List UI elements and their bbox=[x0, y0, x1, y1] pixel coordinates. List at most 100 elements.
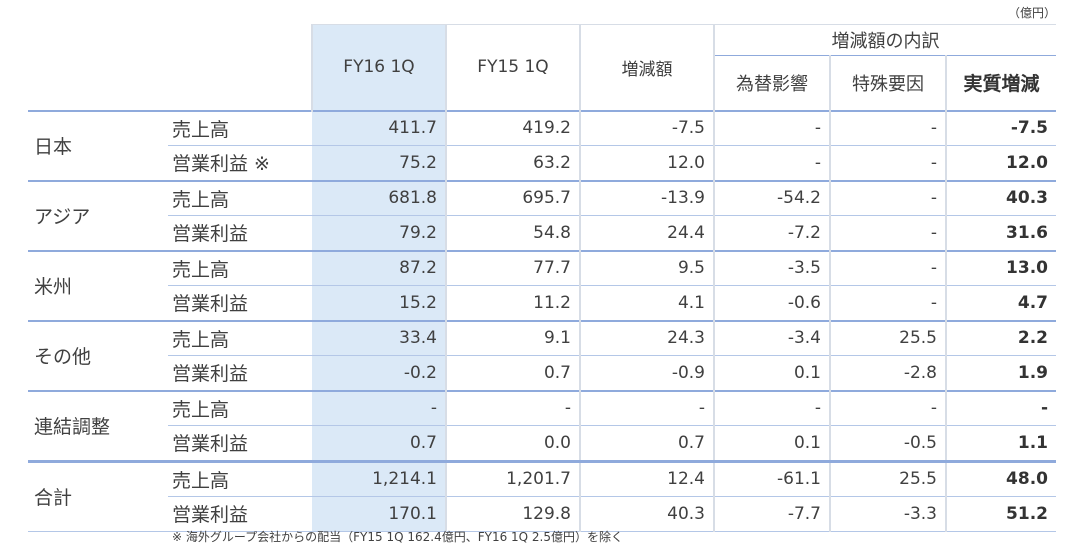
table-row: 営業利益 15.2 11.2 4.1 -0.6-4.7 bbox=[28, 285, 1056, 321]
row-item-label: 売上高 bbox=[168, 249, 312, 286]
cell-special: -0.5 bbox=[830, 425, 947, 462]
cell-special: - bbox=[830, 109, 947, 146]
footnote: ※ 海外グループ会社からの配当（FY15 1Q 162.4億円、FY16 1Q … bbox=[172, 530, 624, 544]
header-special: 特殊要因 bbox=[830, 55, 947, 111]
header-breakdown-group: 増減額の内訳 bbox=[714, 24, 1056, 56]
cell-fx: -54.2 bbox=[714, 179, 831, 216]
row-item-label: 売上高 bbox=[168, 459, 312, 497]
row-item-label: 売上高 bbox=[168, 389, 312, 426]
region-label: 米州 bbox=[28, 249, 168, 321]
header-change: 増減額 bbox=[580, 24, 715, 111]
header-fy15: FY15 1Q bbox=[446, 24, 581, 111]
table-row: アジア 売上高 681.8 695.7 -13.9 -54.2-40.3 bbox=[28, 179, 1056, 251]
region-label: 合計 bbox=[28, 459, 168, 532]
cell-special: 25.5 bbox=[830, 319, 947, 356]
region-label: その他 bbox=[28, 319, 168, 391]
cell-special: - bbox=[830, 249, 947, 286]
cell-real: - bbox=[946, 389, 1056, 426]
cell-fy15: 0.0 bbox=[446, 425, 581, 462]
header-fy16: FY16 1Q bbox=[312, 24, 447, 111]
cell-special: - bbox=[830, 145, 947, 181]
cell-fy16: 75.2 bbox=[312, 145, 447, 181]
cell-fy16: 0.7 bbox=[312, 425, 447, 462]
table-row: 営業利益 ※ 75.2 63.2 12.0- -12.0 bbox=[28, 145, 1056, 181]
cell-special: 25.5 bbox=[830, 459, 947, 497]
cell-fx: -7.2 bbox=[714, 215, 831, 251]
cell-fy15: 54.8 bbox=[446, 215, 581, 251]
cell-fy16: 1,214.1 bbox=[312, 459, 447, 497]
unit-label: （億円） bbox=[1007, 6, 1056, 20]
cell-fy15: 695.7 bbox=[446, 179, 581, 216]
cell-fy15: 9.1 bbox=[446, 319, 581, 356]
cell-fx: -61.1 bbox=[714, 459, 831, 497]
cell-fy16: 170.1 bbox=[312, 496, 447, 532]
cell-special: -2.8 bbox=[830, 355, 947, 391]
segment-results-table: FY16 1Q FY15 1Q 増減額 増減額の内訳 為替影響 特殊要因 実質増… bbox=[28, 24, 1056, 532]
cell-fx: -3.5 bbox=[714, 249, 831, 286]
table-row: 連結調整 売上高 - - - - - - bbox=[28, 389, 1056, 462]
cell-change: 24.3 bbox=[580, 319, 715, 356]
table-row: 営業利益 79.2 54.8 24.4 -7.2-31.6 bbox=[28, 215, 1056, 251]
cell-real: 48.0 bbox=[946, 459, 1056, 497]
cell-fx: - bbox=[714, 389, 831, 426]
row-item-label: 営業利益 bbox=[168, 285, 312, 321]
cell-fy16: 87.2 bbox=[312, 249, 447, 286]
cell-change: 0.7 bbox=[580, 425, 715, 462]
cell-fy16: 411.7 bbox=[312, 109, 447, 146]
cell-fy15: 129.8 bbox=[446, 496, 581, 532]
table-row: 営業利益 -0.2 0.7 -0.9 0.1 -2.8 1.9 bbox=[28, 355, 1056, 391]
cell-real: 31.6 bbox=[946, 215, 1056, 251]
cell-special: -3.3 bbox=[830, 496, 947, 532]
table-row: その他 売上高 33.4 9.1 24.3 -3.4 25.5 2.2 bbox=[28, 319, 1056, 391]
table-row: 合計 売上高 1,214.1 1,201.7 12.4 -61.1 25.5 48.0 bbox=[28, 459, 1056, 532]
cell-fy16: - bbox=[312, 389, 447, 426]
header-fx: 為替影響 bbox=[714, 55, 831, 111]
row-item-label: 営業利益 bbox=[168, 215, 312, 251]
cell-real: 12.0 bbox=[946, 145, 1056, 181]
cell-fy15: 63.2 bbox=[446, 145, 581, 181]
cell-fy15: - bbox=[446, 389, 581, 426]
region-label: アジア bbox=[28, 179, 168, 251]
cell-special: - bbox=[830, 389, 947, 426]
cell-change: -0.9 bbox=[580, 355, 715, 391]
cell-fy16: 79.2 bbox=[312, 215, 447, 251]
cell-special: - bbox=[830, 179, 947, 216]
cell-special: - bbox=[830, 215, 947, 251]
table-row: 営業利益 170.1 129.8 40.3 -7.7 -3.3 51.2 bbox=[28, 496, 1056, 532]
row-item-label: 売上高 bbox=[168, 109, 312, 146]
region-label: 連結調整 bbox=[28, 389, 168, 462]
row-item-label: 売上高 bbox=[168, 179, 312, 216]
cell-real: 2.2 bbox=[946, 319, 1056, 356]
row-item-label: 営業利益 bbox=[168, 425, 312, 462]
cell-real: 40.3 bbox=[946, 179, 1056, 216]
cell-real: 4.7 bbox=[946, 285, 1056, 321]
cell-fy15: 77.7 bbox=[446, 249, 581, 286]
cell-fy16: -0.2 bbox=[312, 355, 447, 391]
cell-change: -13.9 bbox=[580, 179, 715, 216]
cell-change: 40.3 bbox=[580, 496, 715, 532]
cell-fx: 0.1 bbox=[714, 355, 831, 391]
row-item-label: 営業利益 bbox=[168, 496, 312, 532]
cell-change: 4.1 bbox=[580, 285, 715, 321]
cell-fx: 0.1 bbox=[714, 425, 831, 462]
cell-change: 12.4 bbox=[580, 459, 715, 497]
cell-fy15: 419.2 bbox=[446, 109, 581, 146]
table-row: 営業利益 0.7 0.0 0.7 0.1 -0.5 1.1 bbox=[28, 425, 1056, 462]
cell-fx: -3.4 bbox=[714, 319, 831, 356]
row-item-label: 売上高 bbox=[168, 319, 312, 356]
table-body: 日本 売上高 411.7 419.2 -7.5- - -7.5 営業利益 ※ 75.2 63.2 1… bbox=[28, 109, 1056, 532]
region-label: 日本 bbox=[28, 109, 168, 181]
cell-fx: - bbox=[714, 109, 831, 146]
table-header: FY16 1Q FY15 1Q 増減額 増減額の内訳 為替影響 特殊要因 実質増… bbox=[28, 24, 1056, 111]
cell-change: 12.0 bbox=[580, 145, 715, 181]
cell-fx: -0.6 bbox=[714, 285, 831, 321]
cell-real: 13.0 bbox=[946, 249, 1056, 286]
row-item-label: 営業利益 ※ bbox=[168, 145, 312, 181]
cell-fy15: 0.7 bbox=[446, 355, 581, 391]
header-real: 実質増減 bbox=[963, 73, 1040, 96]
cell-fy16: 33.4 bbox=[312, 319, 447, 356]
cell-fy16: 15.2 bbox=[312, 285, 447, 321]
cell-fx: -7.7 bbox=[714, 496, 831, 532]
table-row: 日本 売上高 411.7 419.2 -7.5- - -7.5 bbox=[28, 109, 1056, 181]
cell-real: 1.9 bbox=[946, 355, 1056, 391]
